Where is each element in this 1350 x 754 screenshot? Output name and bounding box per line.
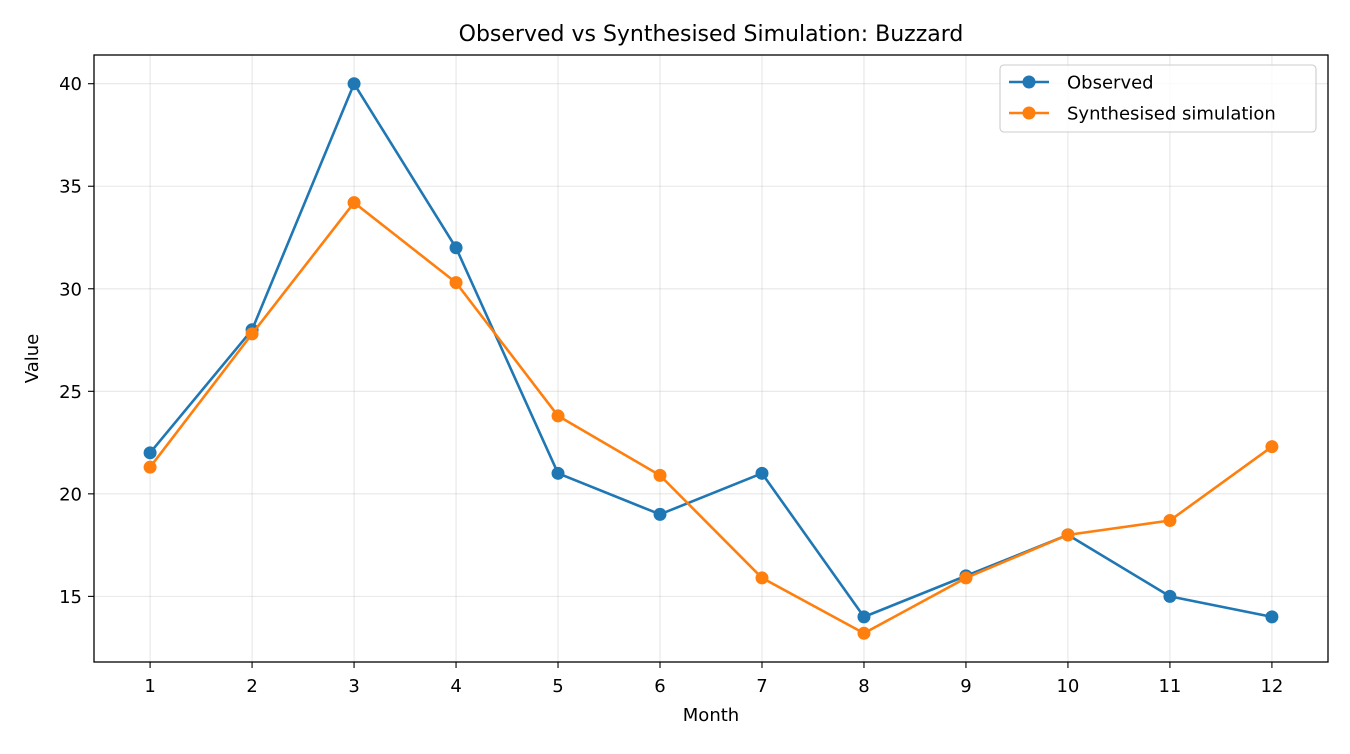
grid-lines xyxy=(94,55,1328,662)
data-point xyxy=(755,571,769,585)
series-lines xyxy=(143,77,1279,640)
x-axis-label: Month xyxy=(683,705,739,726)
x-tick-label: 11 xyxy=(1158,676,1181,697)
y-tick-label: 40 xyxy=(59,74,82,95)
data-point xyxy=(755,466,769,480)
data-point xyxy=(449,276,463,290)
legend-label: Synthesised simulation xyxy=(1067,104,1276,125)
x-tick-label: 4 xyxy=(450,676,461,697)
chart-title: Observed vs Synthesised Simulation: Buzz… xyxy=(459,22,964,47)
x-tick-label: 5 xyxy=(552,676,563,697)
data-point xyxy=(347,196,361,210)
data-point xyxy=(143,446,157,460)
data-point xyxy=(857,610,871,624)
legend-box xyxy=(999,64,1317,133)
x-tick-label: 3 xyxy=(348,676,359,697)
data-point xyxy=(959,571,973,585)
x-tick-label: 7 xyxy=(756,676,767,697)
x-tick-label: 6 xyxy=(654,676,665,697)
data-point xyxy=(1265,610,1279,624)
series-line xyxy=(149,201,1273,635)
data-point xyxy=(245,327,259,341)
data-point xyxy=(653,468,667,482)
x-tick-label: 2 xyxy=(246,676,257,697)
legend-marker xyxy=(1022,75,1036,89)
x-axis-ticks: 1 2 3 4 5 6 7 8 9 10 11 12 xyxy=(144,662,1283,697)
legend: Observed Synthesised simulation xyxy=(999,64,1317,133)
data-point xyxy=(1061,528,1075,542)
data-point xyxy=(653,507,667,521)
series-line xyxy=(149,82,1273,619)
data-point xyxy=(1163,514,1177,528)
x-tick-label: 1 xyxy=(144,676,155,697)
y-tick-label: 25 xyxy=(59,382,82,403)
data-point xyxy=(347,77,361,91)
y-axis-label: Value xyxy=(22,334,43,383)
x-tick-label: 8 xyxy=(858,676,869,697)
y-tick-label: 30 xyxy=(59,279,82,300)
y-tick-label: 20 xyxy=(59,484,82,505)
data-point xyxy=(1163,589,1177,603)
x-tick-label: 10 xyxy=(1056,676,1079,697)
y-axis-ticks: 15 20 25 30 35 40 xyxy=(59,74,94,608)
x-tick-label: 12 xyxy=(1260,676,1283,697)
legend-entry: Observed xyxy=(1009,73,1154,94)
x-tick-label: 9 xyxy=(960,676,971,697)
series-1 xyxy=(143,196,1279,640)
legend-label: Observed xyxy=(1067,73,1154,94)
data-point xyxy=(551,409,565,423)
legend-marker xyxy=(1022,106,1036,120)
plot-area-frame xyxy=(93,54,1329,663)
data-point xyxy=(1265,440,1279,454)
legend-entry: Synthesised simulation xyxy=(1009,104,1276,125)
data-point xyxy=(857,626,871,640)
series-0 xyxy=(143,77,1279,624)
data-point xyxy=(143,460,157,474)
data-point xyxy=(449,241,463,255)
y-tick-label: 15 xyxy=(59,587,82,608)
y-tick-label: 35 xyxy=(59,177,82,198)
data-point xyxy=(551,466,565,480)
